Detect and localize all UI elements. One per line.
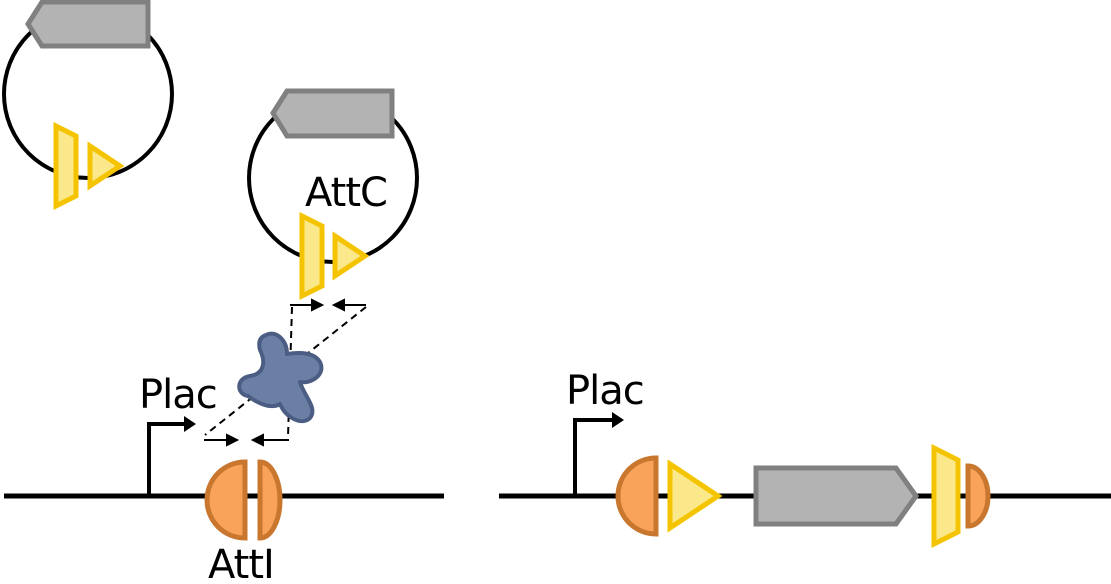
atti-label: AttI	[208, 542, 274, 584]
promoter-arrow-icon	[573, 412, 624, 496]
attc-site-large-icon	[931, 443, 961, 549]
attc-site-small-icon	[667, 459, 723, 533]
atti-site-large-icon	[204, 459, 248, 541]
atti-crossover-markers	[204, 433, 289, 447]
attc-site-large-icon	[299, 211, 325, 301]
attc-site-large-icon	[53, 121, 79, 211]
atti-site-small-icon	[965, 463, 991, 529]
gene-cassette-icon	[270, 88, 395, 139]
plasmid-circle-1	[2, 0, 174, 211]
atti-site-small-icon	[257, 459, 283, 541]
atti-site-large-icon	[615, 455, 659, 537]
plasmid-circle-2	[247, 88, 419, 301]
attc-label: AttC	[305, 170, 387, 216]
integrase-enzyme-icon	[237, 331, 324, 424]
attc-crossover-markers	[290, 298, 366, 312]
gene-cassette-icon	[753, 465, 920, 527]
attc-site-small-icon	[87, 141, 125, 191]
promoter-arrow-icon	[147, 416, 196, 496]
gene-cassette-icon	[25, 0, 151, 49]
plac-label-right: Plac	[566, 368, 644, 414]
attc-site-small-icon	[332, 231, 370, 281]
plac-label-left: Plac	[139, 372, 217, 418]
